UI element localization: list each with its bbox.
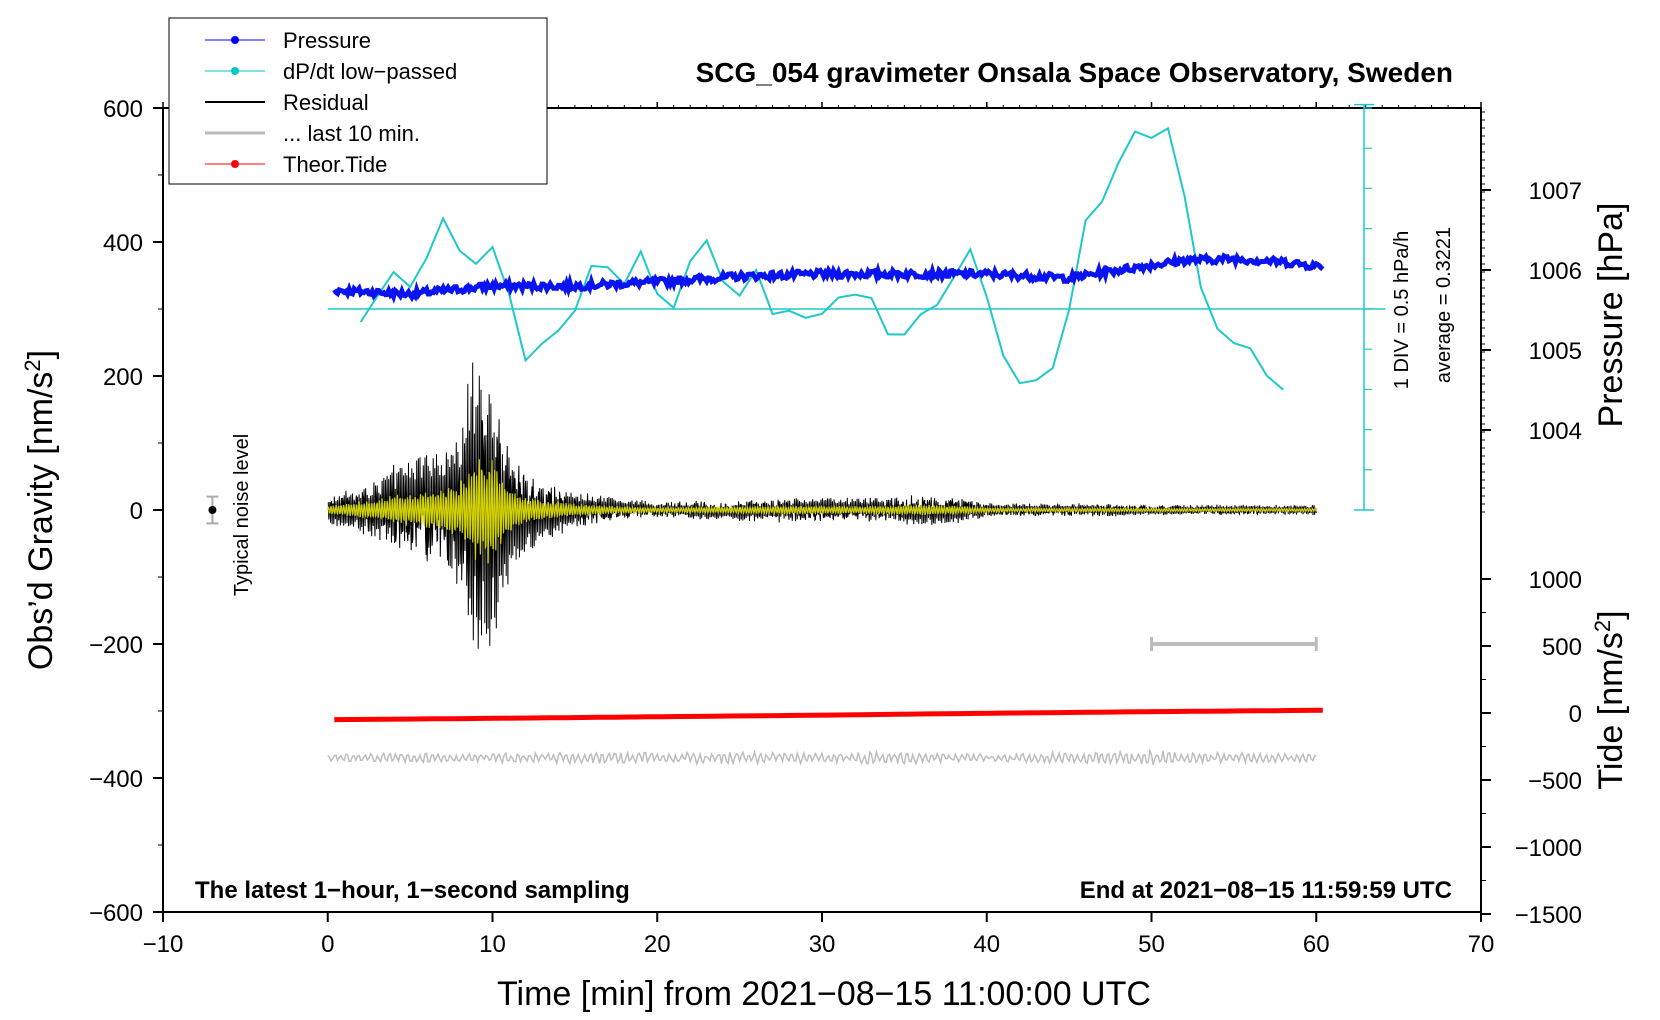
- series-last-10-min: [327, 748, 1317, 767]
- x-tick-label: 20: [644, 931, 671, 958]
- x-tick-label: 10: [479, 931, 506, 958]
- legend-swatch-dot: [231, 160, 239, 168]
- legend-label: Residual: [283, 90, 369, 115]
- x-axis-title: Time [min] from 2021−08−15 11:00:00 UTC: [497, 975, 1151, 1013]
- tide-tick-label: −1000: [1515, 835, 1582, 862]
- y-tick-label: −400: [89, 766, 143, 793]
- x-tick-label: 70: [1468, 931, 1495, 958]
- pressure-tick-label: 1006: [1529, 258, 1582, 285]
- dpdt-average-label: average = 0.3221: [1433, 227, 1455, 383]
- x-tick-label: 0: [321, 931, 334, 958]
- noise-level-label: Typical noise level: [231, 434, 253, 596]
- pressure-axis-title: Pressure [hPa]: [1592, 203, 1630, 428]
- tide-tick-label: 1000: [1529, 567, 1582, 594]
- series-pressure: [332, 250, 1325, 305]
- bottom-left-note: The latest 1−hour, 1−second sampling: [195, 877, 630, 904]
- x-tick-label: 50: [1138, 931, 1165, 958]
- tide-tick-label: 500: [1542, 634, 1582, 661]
- legend-swatch-dot: [231, 36, 239, 44]
- pressure-tick-label: 1005: [1529, 338, 1582, 365]
- legend-swatch-dot: [231, 67, 239, 75]
- y-tick-label: 400: [103, 230, 143, 257]
- series-theor-tide: [334, 707, 1323, 723]
- series-residual-filtered: [327, 459, 1317, 564]
- x-tick-label: 60: [1303, 931, 1330, 958]
- legend: Pressure dP/dt low−passed Residual ... last…: [168, 17, 548, 185]
- x-tick-label: −10: [143, 931, 184, 958]
- left-y-axis-title: Obs’d Gravity [nm/s2]: [20, 350, 60, 670]
- legend-label: Pressure: [283, 28, 371, 53]
- dpdt-div-label: 1 DIV = 0.5 hPa/h: [1391, 231, 1413, 389]
- y-tick-label: 0: [130, 498, 143, 525]
- tide-axis-ticks: −1500 −1000 −500 0 500 1000: [1481, 567, 1582, 929]
- y-tick-label: −200: [89, 632, 143, 659]
- y-tick-label: −600: [89, 900, 143, 927]
- left-y-axis-ticks: −600 −400 −200 0 200 400 600: [89, 96, 163, 927]
- x-tick-label: 30: [809, 931, 836, 958]
- y-tick-label: 600: [103, 96, 143, 123]
- y-tick-label: 200: [103, 364, 143, 391]
- x-tick-label: 40: [973, 931, 1000, 958]
- series-dpdt-lowpassed: [359, 126, 1284, 391]
- noise-dot: [208, 506, 217, 514]
- pressure-tick-label: 1007: [1529, 178, 1582, 205]
- tide-tick-label: −1500: [1515, 902, 1582, 929]
- bottom-right-note: End at 2021−08−15 11:59:59 UTC: [1080, 877, 1452, 904]
- tide-tick-label: −500: [1528, 768, 1582, 795]
- tide-tick-label: 0: [1569, 701, 1582, 728]
- legend-label: dP/dt low−passed: [283, 59, 457, 84]
- legend-label: ... last 10 min.: [283, 121, 420, 146]
- chart-title: SCG_054 gravimeter Onsala Space Observat…: [696, 57, 1453, 88]
- legend-label: Theor.Tide: [283, 152, 387, 177]
- pressure-axis-ticks: 1004 1005 1006 1007: [1481, 111, 1582, 513]
- x-axis-ticks: −10 0 10 20 30 40 50 60 70: [143, 102, 1495, 958]
- last-10-min-bar: [1150, 637, 1318, 651]
- pressure-tick-label: 1004: [1529, 418, 1582, 445]
- tide-axis-title: Tide [nm/s2]: [1590, 610, 1630, 789]
- dpdt-scale-ruler: [1354, 103, 1375, 511]
- noise-level-marker: [206, 495, 219, 525]
- legend-entries: Pressure dP/dt low−passed Residual ... last…: [205, 28, 457, 177]
